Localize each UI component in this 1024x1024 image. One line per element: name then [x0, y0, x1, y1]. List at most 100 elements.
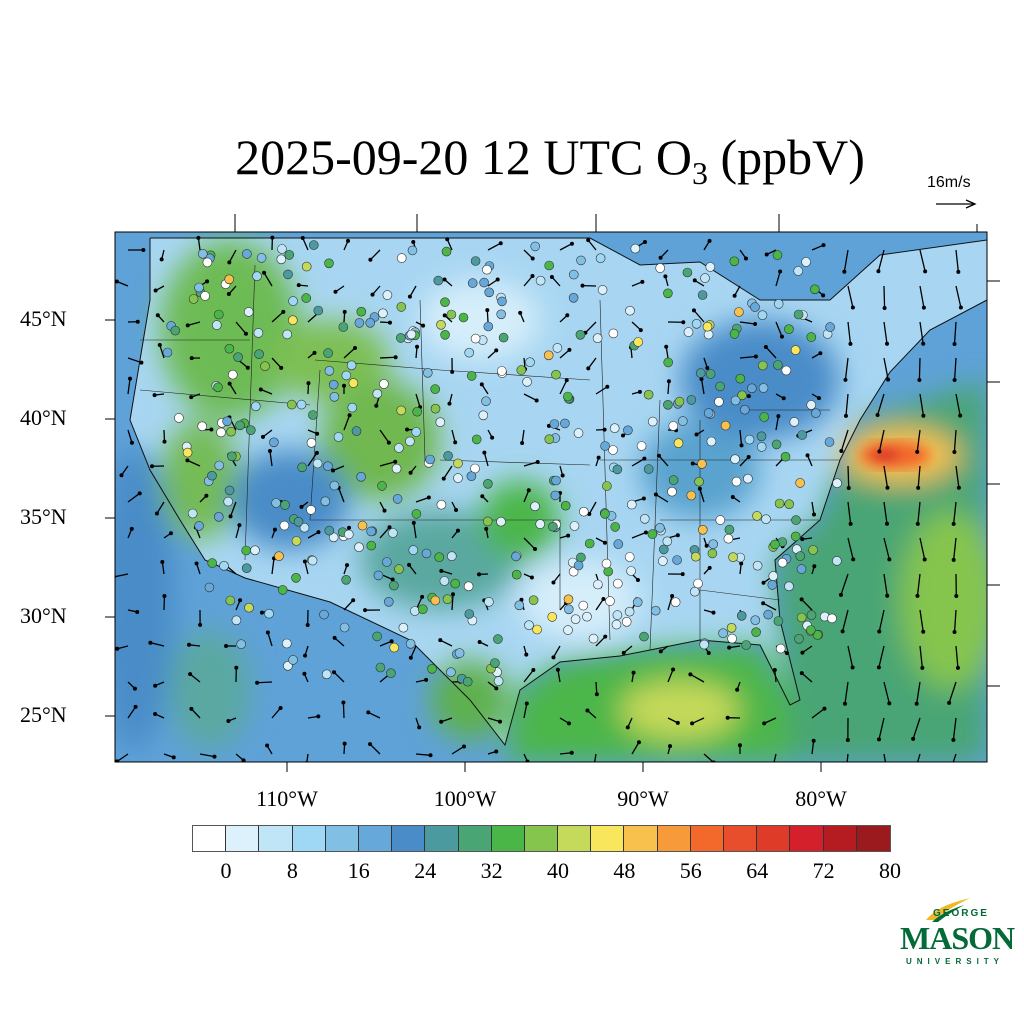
station-marker: [382, 557, 392, 567]
station-marker: [182, 447, 193, 458]
station-marker: [188, 294, 199, 304]
wind-vector-head: [495, 277, 500, 282]
wind-vector-head: [315, 431, 320, 436]
wind-vector-head: [299, 504, 304, 509]
station-marker: [388, 528, 398, 538]
wind-vector-head: [155, 313, 160, 318]
wind-vector: [883, 537, 890, 560]
wind-vector-head: [739, 443, 744, 448]
wind-vector-head: [353, 345, 358, 350]
wind-vector-head: [153, 712, 158, 717]
colorbar-swatch: [690, 826, 724, 851]
wind-vector-head: [885, 521, 890, 526]
wind-vector-head: [441, 476, 446, 481]
lat-label-25n: 25°N: [20, 702, 67, 727]
station-marker: [286, 399, 297, 410]
station-marker: [440, 297, 450, 308]
wind-vector-head: [642, 456, 647, 461]
station-marker: [693, 578, 703, 589]
station-marker: [568, 269, 579, 280]
station-marker: [793, 266, 804, 276]
wind-vector-head: [490, 435, 495, 440]
station-marker: [312, 458, 323, 469]
colorbar-swatch: [790, 826, 824, 851]
station-marker: [705, 262, 716, 272]
station-marker: [391, 463, 402, 474]
wind-vector-head: [387, 525, 392, 530]
wind-vector-head: [454, 507, 459, 512]
wind-vector-head: [133, 704, 138, 709]
wind-vector-head: [916, 485, 921, 490]
wind-vector-head: [923, 269, 928, 274]
station-marker: [450, 578, 461, 589]
station-marker: [276, 254, 287, 265]
wind-vector: [334, 637, 345, 647]
station-marker: [608, 328, 619, 339]
station-marker: [430, 595, 441, 606]
wind-vector: [847, 321, 852, 344]
station-marker: [228, 369, 238, 380]
station-marker: [470, 463, 480, 474]
wind-vector: [439, 639, 453, 647]
station-marker: [726, 622, 737, 633]
station-marker: [667, 486, 677, 497]
station-marker: [434, 552, 445, 563]
station-marker: [832, 478, 842, 489]
wind-vector-reference-arrow-icon: [936, 199, 977, 209]
wind-vector: [877, 249, 885, 272]
station-marker: [723, 533, 734, 544]
station-marker: [213, 382, 223, 393]
station-marker: [603, 566, 614, 577]
station-marker: [483, 478, 493, 489]
wind-vector-head: [424, 677, 429, 682]
station-marker: [691, 318, 702, 329]
wind-vector-head: [306, 381, 311, 386]
wind-vector: [271, 558, 275, 575]
station-marker: [729, 256, 740, 267]
wind-vector-head: [531, 668, 536, 673]
wind-vector: [342, 702, 345, 719]
wind-vector-head: [566, 721, 571, 726]
station-marker: [323, 461, 333, 472]
wind-vector-head: [237, 523, 242, 528]
wind-vector-head: [711, 760, 716, 762]
station-marker: [543, 350, 554, 361]
wind-vector-head: [342, 383, 347, 388]
wind-vector-head: [272, 527, 277, 532]
wind-vector-head: [421, 323, 426, 328]
station-marker: [306, 437, 317, 448]
wind-vector-head: [746, 394, 751, 399]
wind-vector: [267, 632, 273, 647]
wind-vector: [369, 249, 381, 261]
wind-vector-head: [279, 365, 284, 370]
wind-vector-head: [737, 743, 742, 748]
wind-vector-head: [876, 665, 881, 670]
colorbar-swatch: [226, 826, 260, 851]
wind-vector-head: [811, 738, 816, 743]
station-marker: [174, 413, 184, 423]
wind-vector-head: [848, 521, 853, 526]
station-marker: [412, 406, 423, 417]
wind-vector: [883, 321, 888, 344]
station-marker: [216, 427, 226, 438]
station-marker: [467, 278, 478, 288]
wind-vector: [801, 672, 813, 683]
station-marker: [714, 396, 724, 407]
wind-vector-head: [877, 629, 882, 634]
wind-vector: [187, 459, 201, 467]
wind-vector: [952, 753, 957, 762]
logo-line-george: GEORGE: [933, 908, 989, 919]
wind-vector-head: [420, 594, 425, 599]
station-marker: [735, 373, 746, 384]
wind-vector: [953, 501, 957, 524]
station-marker: [570, 614, 581, 625]
lon-label-100w: 100°W: [433, 786, 497, 811]
wind-vector-head: [451, 592, 456, 597]
wind-vector: [415, 496, 430, 503]
station-marker: [658, 544, 669, 555]
station-marker: [578, 506, 589, 517]
station-marker: [563, 604, 574, 615]
station-marker: [516, 365, 527, 375]
station-marker: [222, 416, 232, 427]
wind-vector-head: [524, 652, 529, 657]
